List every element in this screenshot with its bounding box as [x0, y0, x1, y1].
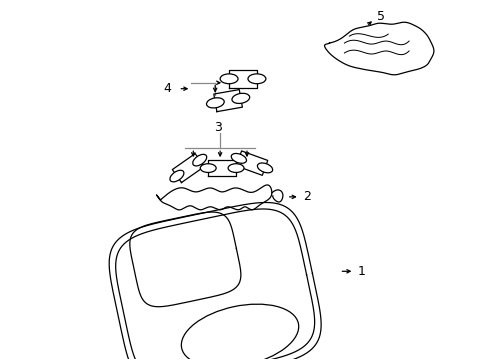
Ellipse shape — [206, 98, 224, 108]
Ellipse shape — [257, 163, 272, 173]
Text: 4: 4 — [163, 82, 171, 95]
Ellipse shape — [220, 74, 238, 84]
Ellipse shape — [247, 74, 265, 84]
Ellipse shape — [181, 304, 298, 360]
Text: 5: 5 — [376, 10, 385, 23]
Ellipse shape — [231, 93, 249, 103]
Ellipse shape — [170, 170, 183, 182]
Ellipse shape — [231, 153, 246, 163]
Text: 2: 2 — [302, 190, 310, 203]
Ellipse shape — [200, 164, 216, 172]
Ellipse shape — [192, 154, 206, 166]
Ellipse shape — [227, 164, 244, 172]
Text: 1: 1 — [357, 265, 365, 278]
Text: 3: 3 — [214, 121, 222, 134]
